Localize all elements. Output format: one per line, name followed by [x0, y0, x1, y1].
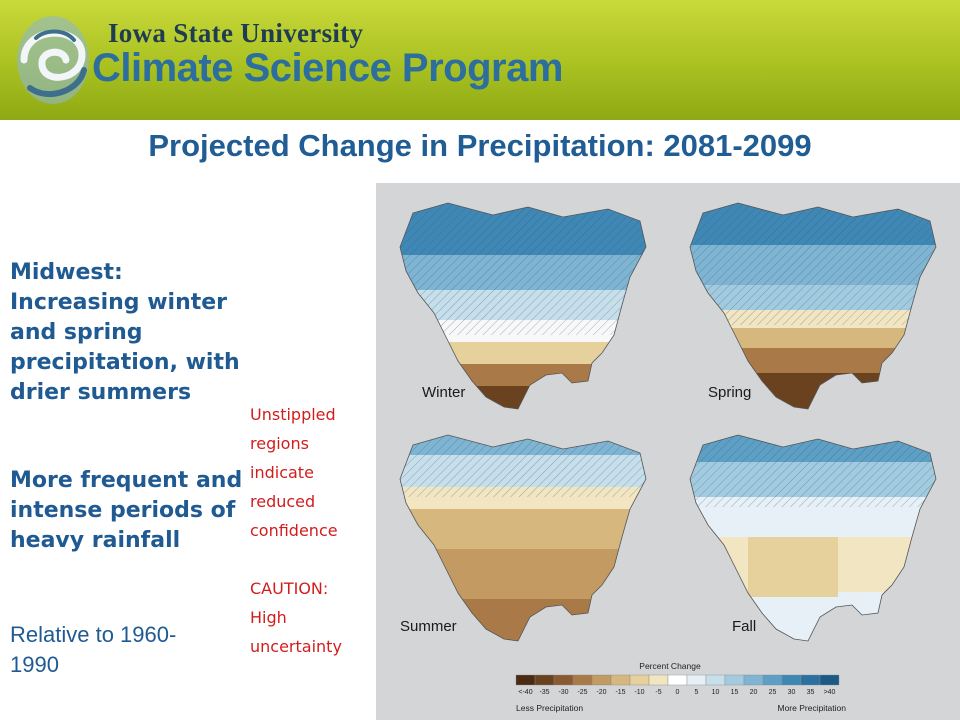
university-name: Iowa State University [108, 18, 364, 48]
legend-tick: <-40 [518, 689, 532, 696]
season-label: Fall [732, 618, 756, 635]
bullet-line: and spring [10, 320, 143, 345]
program-name: Climate Science Program [92, 46, 563, 90]
legend-tick: 20 [750, 689, 758, 696]
legend-tick: 0 [676, 689, 680, 696]
season-label: Summer [400, 618, 457, 635]
stipple-note: Unstippled regions indicate reduced conf… [250, 400, 338, 545]
legend-tick: >40 [824, 689, 836, 696]
bullet-line: drier summers [10, 380, 192, 405]
legend-swatch [553, 674, 574, 686]
legend-swatch [591, 674, 612, 686]
note-line: reduced [250, 492, 316, 511]
note-line: indicate [250, 463, 314, 482]
bullet-midwest: Midwest: Increasing winter and spring pr… [10, 258, 240, 408]
baseline-note: Relative to 1960- 1990 [10, 620, 176, 680]
caution-note: CAUTION: High uncertainty [250, 574, 342, 661]
baseline-line: 1990 [10, 652, 59, 677]
legend-swatch [610, 674, 631, 686]
legend-tick: -25 [577, 689, 587, 696]
legend-left-label: Less Precipitation [516, 703, 583, 713]
legend-swatch [762, 674, 783, 686]
legend-tick: -35 [539, 689, 549, 696]
baseline-line: Relative to 1960- [10, 622, 177, 647]
header-banner: Iowa State University Climate Science Pr… [0, 0, 960, 120]
bullet-line: More frequent and [10, 468, 243, 493]
swirl-logo-icon [17, 16, 89, 104]
bullet-line: precipitation, with [10, 350, 240, 375]
bullet-rainfall: More frequent and intense periods of hea… [10, 466, 242, 556]
legend-swatch [629, 674, 650, 686]
legend-swatch [534, 674, 555, 686]
bullet-line: Increasing winter [10, 290, 228, 315]
precipitation-map-figure: Winter Spring Summer [376, 183, 960, 720]
legend-tick: 30 [788, 689, 796, 696]
color-legend: Percent Change <-40 -35 -30 -25 -20 -15 -10 -5 0… [515, 661, 846, 713]
legend-tick: -15 [615, 689, 625, 696]
legend-title: Percent Change [639, 661, 701, 671]
legend-swatch [705, 674, 726, 686]
legend-tick: 5 [695, 689, 699, 696]
bullet-line: Midwest: [10, 260, 123, 285]
legend-swatch [800, 674, 821, 686]
legend-swatch [819, 674, 840, 686]
legend-swatch [572, 674, 593, 686]
legend-swatch [667, 674, 688, 686]
legend-swatch [781, 674, 802, 686]
note-line: CAUTION: [250, 579, 329, 598]
bullet-line: heavy rainfall [10, 528, 181, 553]
legend-tick: -30 [558, 689, 568, 696]
legend-tick: -20 [596, 689, 606, 696]
legend-swatch [724, 674, 745, 686]
legend-tick: 25 [769, 689, 777, 696]
legend-tick: 35 [807, 689, 815, 696]
legend-swatch [743, 674, 764, 686]
season-label: Winter [422, 384, 465, 401]
note-line: uncertainty [250, 637, 342, 656]
note-line: Unstippled [250, 405, 336, 424]
note-line: confidence [250, 521, 338, 540]
season-label: Spring [708, 384, 751, 401]
slide-title: Projected Change in Precipitation: 2081-… [148, 128, 812, 163]
legend-swatch [686, 674, 707, 686]
legend-right-label: More Precipitation [777, 703, 846, 713]
legend-tick: 10 [712, 689, 720, 696]
legend-swatch [648, 674, 669, 686]
note-line: regions [250, 434, 309, 453]
bullet-line: intense periods of [10, 498, 236, 523]
note-line: High [250, 608, 287, 627]
legend-tick: 15 [731, 689, 739, 696]
legend-swatch [515, 674, 536, 686]
legend-tick: -10 [634, 689, 644, 696]
legend-tick: -5 [655, 689, 661, 696]
